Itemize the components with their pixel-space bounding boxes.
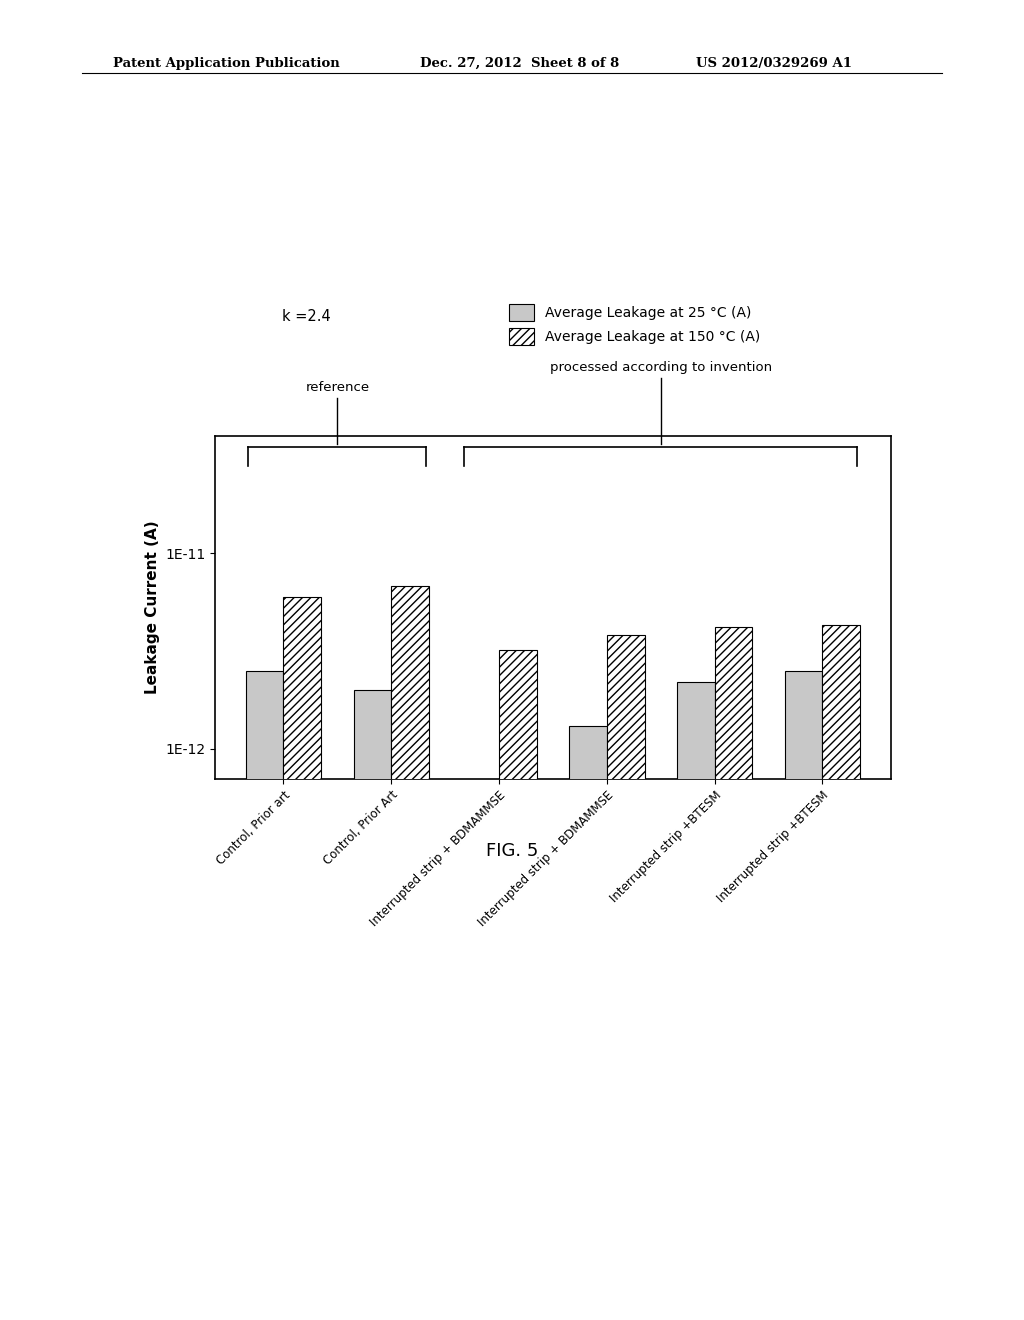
Bar [353,690,391,1320]
Bar [246,671,284,1320]
Text: k =2.4: k =2.4 [282,309,331,325]
Text: FIG. 5: FIG. 5 [485,842,539,861]
Bar [569,726,607,1320]
Bar [715,627,753,1320]
Bar [284,597,322,1320]
Text: processed according to invention: processed according to invention [550,362,772,375]
Bar [607,635,644,1320]
Bar [784,671,822,1320]
Y-axis label: Leakage Current (A): Leakage Current (A) [144,520,160,694]
Bar [391,586,429,1320]
Bar [462,940,499,1320]
Bar [677,681,715,1320]
Legend: Average Leakage at 25 °C (A), Average Leakage at 150 °C (A): Average Leakage at 25 °C (A), Average Le… [509,304,760,345]
Text: US 2012/0329269 A1: US 2012/0329269 A1 [696,57,852,70]
Bar [499,649,537,1320]
Bar [822,624,860,1320]
Text: reference: reference [305,381,370,395]
Text: Dec. 27, 2012  Sheet 8 of 8: Dec. 27, 2012 Sheet 8 of 8 [420,57,620,70]
Text: Patent Application Publication: Patent Application Publication [113,57,339,70]
